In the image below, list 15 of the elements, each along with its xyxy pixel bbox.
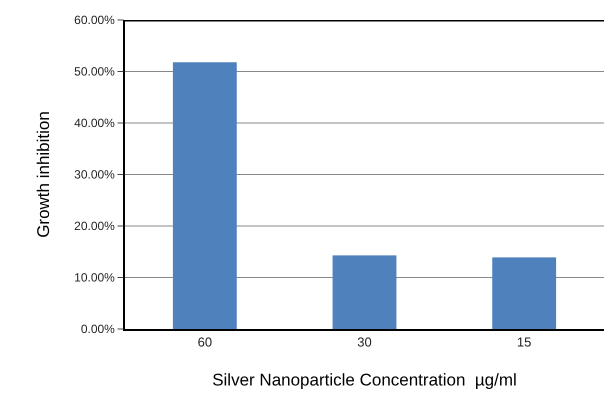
y-tick-label: 0.00% <box>80 322 116 336</box>
x-axis-title: Silver Nanoparticle Concentration µg/ml <box>212 370 517 390</box>
y-tick-label: 30.00% <box>74 168 116 182</box>
y-tick-label: 60.00% <box>74 13 116 28</box>
y-tick-label: 20.00% <box>74 219 116 234</box>
y-tick-label: 10.00% <box>74 270 116 285</box>
y-tick-label: 40.00% <box>74 116 116 130</box>
x-tick-label: 60 <box>198 334 212 350</box>
bar <box>172 62 237 329</box>
x-tick-label: 15 <box>516 334 532 350</box>
x-tick-label: 30 <box>357 334 372 350</box>
bar <box>492 257 556 329</box>
y-axis-title: Growth inhibition <box>34 111 54 238</box>
y-tick-label: 50.00% <box>74 64 116 79</box>
bar <box>332 255 396 329</box>
